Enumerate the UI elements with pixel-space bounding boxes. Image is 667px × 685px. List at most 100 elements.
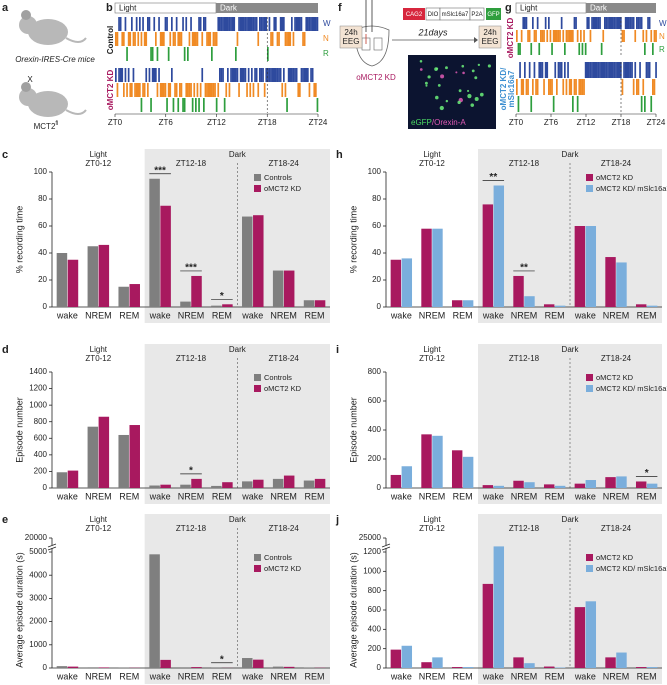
hypnogram-epoch xyxy=(185,83,188,97)
bar-chart: h Light Dark ZT0-12 ZT12-18 ZT18-24 0 20 40 60 80 1… xyxy=(336,149,667,323)
hypnogram-epoch xyxy=(257,83,260,97)
hypnogram-epoch xyxy=(228,83,231,97)
bar xyxy=(180,667,191,668)
bar xyxy=(283,270,295,307)
hypnogram-epoch xyxy=(560,17,563,29)
hypnogram-epoch xyxy=(267,47,269,61)
x-tick-label: NREM xyxy=(603,491,630,501)
x-tick-label: REM xyxy=(212,310,232,320)
bar xyxy=(605,657,616,668)
hypnogram-epoch xyxy=(294,17,296,31)
bar xyxy=(585,601,597,668)
legend-label: Controls xyxy=(264,373,292,382)
bar xyxy=(401,258,413,307)
bar xyxy=(98,667,110,668)
hypnogram-epoch xyxy=(610,17,613,29)
hypnogram-epoch xyxy=(541,62,544,78)
hypnogram-epoch xyxy=(236,68,239,82)
period-label: ZT12-18 xyxy=(509,524,540,533)
y-tick-label: 25000 xyxy=(359,533,382,542)
x-tick-label: wake xyxy=(574,491,596,501)
hypnogram-epoch xyxy=(153,68,156,82)
zt-tick-label: ZT24 xyxy=(647,118,666,127)
hypnogram-epoch xyxy=(581,79,584,95)
bar xyxy=(129,284,140,307)
y-tick-label: 100 xyxy=(34,167,48,176)
hypnogram-epoch xyxy=(628,17,630,29)
x-tick-label: REM xyxy=(453,310,473,320)
hypnogram-epoch xyxy=(222,68,224,82)
hypnogram-epoch xyxy=(190,17,192,31)
y-tick-label: 200 xyxy=(368,454,382,463)
y-tick-label: 20 xyxy=(372,275,381,284)
hypnogram-epoch xyxy=(519,43,521,55)
x-tick-label: NREM xyxy=(178,671,205,681)
hypnogram-epoch xyxy=(576,30,579,42)
hypnogram-epoch xyxy=(608,62,611,78)
bar xyxy=(272,666,284,668)
y-tick-label: 1200 xyxy=(29,384,47,393)
bar xyxy=(191,478,202,488)
axis-break xyxy=(48,545,56,548)
hypnogram-epoch xyxy=(278,32,280,46)
significance: *** xyxy=(154,165,166,176)
hypnogram-epoch xyxy=(578,79,581,95)
flox-sup: fl xyxy=(55,121,58,127)
bar xyxy=(543,304,555,307)
light-label: Light xyxy=(423,515,441,524)
zt-tick-label: ZT18 xyxy=(258,118,277,127)
hypnogram-epoch xyxy=(538,62,541,78)
construct-label: CAG2 xyxy=(406,12,423,18)
hypnogram-epoch xyxy=(528,62,531,78)
hypnogram-epoch xyxy=(300,17,303,31)
hypnogram-epoch xyxy=(123,32,125,46)
hypnogram-epoch xyxy=(150,47,152,61)
x-tick-label: NREM xyxy=(85,310,112,320)
hypnogram-epoch xyxy=(580,30,582,42)
period-label: ZT0-12 xyxy=(85,354,111,363)
hypnogram-epoch xyxy=(572,30,574,42)
bar xyxy=(283,666,295,668)
hypnogram-epoch xyxy=(302,32,304,46)
significance: * xyxy=(220,291,224,302)
hypnogram-epoch xyxy=(209,83,212,97)
period-label: ZT12-18 xyxy=(509,354,540,363)
y-tick-label: 40 xyxy=(38,248,47,257)
hypnogram-epoch xyxy=(171,68,173,82)
cell xyxy=(462,71,465,75)
hypnogram-epoch xyxy=(126,47,128,61)
hypnogram-epoch xyxy=(259,17,261,31)
x-tick-label: wake xyxy=(56,491,78,501)
state-label: N xyxy=(659,32,665,41)
hypnogram-epoch xyxy=(147,17,149,31)
group-label: oMCT2 KD xyxy=(106,70,115,111)
hypnogram-epoch xyxy=(124,17,127,31)
hypnogram-epoch xyxy=(544,17,547,29)
hypnogram-epoch xyxy=(524,62,526,78)
significance: * xyxy=(645,468,649,479)
bar xyxy=(87,667,99,668)
y-tick-label: 400 xyxy=(368,624,382,633)
light-label: Light xyxy=(520,4,538,13)
hypnogram-epoch xyxy=(212,83,215,97)
hypnogram-epoch xyxy=(524,17,526,29)
hypnogram-epoch xyxy=(655,30,657,42)
flox: MCT2 xyxy=(34,122,56,131)
hypnogram-epoch xyxy=(222,17,224,31)
construct-label: P2A xyxy=(471,12,482,18)
bar xyxy=(605,257,616,307)
hypnogram-epoch xyxy=(551,43,553,55)
hypnogram-epoch xyxy=(607,62,609,78)
hypnogram-epoch xyxy=(215,98,218,112)
hypnogram-epoch xyxy=(295,68,298,82)
y-tick-label: 800 xyxy=(368,586,382,595)
hypnogram-epoch xyxy=(308,17,311,31)
hypnogram-epoch xyxy=(556,79,558,95)
bar xyxy=(160,659,171,668)
hypnogram-epoch xyxy=(183,98,186,112)
hypnogram-epoch xyxy=(193,83,196,97)
bar xyxy=(314,300,326,307)
light-label: Light xyxy=(423,150,441,159)
y-tick-label: 200 xyxy=(368,644,382,653)
hypnogram-epoch xyxy=(565,30,568,42)
